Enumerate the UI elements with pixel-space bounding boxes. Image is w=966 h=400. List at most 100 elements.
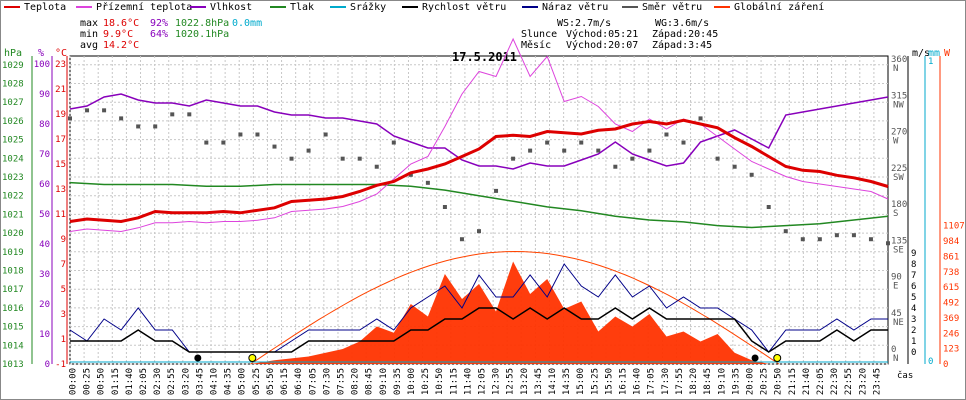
tick-hum: 20 bbox=[39, 300, 50, 310]
tick-x: 21:40 bbox=[802, 368, 812, 395]
tick-x: 11:15 bbox=[449, 368, 459, 395]
tick-x: 07:05 bbox=[308, 368, 318, 395]
tick-dir: 135 bbox=[891, 236, 907, 246]
tick-press: 1023 bbox=[2, 173, 24, 183]
series-humidity bbox=[69, 93, 889, 170]
tick-x: 15:25 bbox=[590, 368, 600, 395]
sun-label: Slunce bbox=[521, 29, 557, 40]
tick-dir: 180 bbox=[891, 200, 907, 210]
tick-x: 12:30 bbox=[492, 368, 502, 395]
tick-wind: 3 bbox=[911, 315, 916, 325]
tick-x: 05:50 bbox=[266, 368, 276, 395]
series-temperature bbox=[69, 118, 889, 224]
tick-x: 06:15 bbox=[280, 368, 290, 395]
point-wind-direction bbox=[306, 148, 311, 153]
tick-x: 09:35 bbox=[393, 368, 403, 395]
tick-hum: 10 bbox=[39, 330, 50, 340]
tick-dir-label: E bbox=[893, 282, 898, 292]
tick-press: 1017 bbox=[2, 285, 24, 295]
tick-dir: 315 bbox=[891, 91, 907, 101]
series-radiation bbox=[250, 261, 769, 364]
axis-unit-hum: % bbox=[38, 48, 44, 59]
tick-x: 02:30 bbox=[153, 368, 163, 395]
legend-label: Náraz větru bbox=[542, 1, 608, 13]
tick-press: 1024 bbox=[2, 154, 24, 164]
tick-rad: 492 bbox=[943, 299, 959, 309]
point-wind-direction bbox=[511, 156, 516, 161]
point-wind-direction bbox=[613, 164, 618, 169]
wind-wg: WG:3.6m/s bbox=[655, 18, 709, 29]
tick-x: 06:40 bbox=[294, 368, 304, 395]
point-wind-direction bbox=[340, 156, 345, 161]
tick-press: 1021 bbox=[2, 210, 24, 220]
point-wind-direction bbox=[289, 156, 294, 161]
tick-temp: -1 bbox=[55, 360, 66, 370]
moon-rise: Východ:20:07 bbox=[566, 39, 638, 51]
moonrise-marker bbox=[751, 354, 759, 362]
tick-x: 13:45 bbox=[534, 368, 544, 395]
stats-min-label: min bbox=[80, 29, 98, 40]
point-wind-direction bbox=[425, 180, 430, 185]
tick-x: 14:10 bbox=[548, 368, 558, 395]
point-wind-direction bbox=[681, 140, 686, 145]
tick-press: 1014 bbox=[2, 341, 24, 351]
tick-x: 21:15 bbox=[788, 368, 798, 395]
tick-dir-label: SE bbox=[893, 245, 904, 255]
tick-dir: 90 bbox=[891, 273, 902, 283]
point-wind-direction bbox=[102, 108, 107, 113]
tick-x: 18:45 bbox=[703, 368, 713, 395]
point-wind-direction bbox=[596, 148, 601, 153]
tick-hum: 100 bbox=[34, 60, 50, 70]
tick-press: 1013 bbox=[2, 360, 24, 370]
tick-temp: 3 bbox=[61, 310, 66, 320]
point-wind-direction bbox=[119, 116, 124, 121]
tick-dir: 0 bbox=[891, 345, 896, 355]
point-wind-direction bbox=[238, 132, 243, 137]
tick-temp: 1 bbox=[61, 335, 66, 345]
tick-x: 22:55 bbox=[844, 368, 854, 395]
tick-x: 01:40 bbox=[125, 368, 135, 395]
moon-label: Měsíc bbox=[521, 39, 551, 51]
tick-x: 16:40 bbox=[633, 368, 643, 395]
tick-wind: 2 bbox=[911, 326, 916, 336]
tick-wind: 4 bbox=[911, 304, 916, 314]
tick-press: 1015 bbox=[2, 323, 24, 333]
tick-temp: 7 bbox=[61, 260, 66, 270]
tick-x: 19:35 bbox=[731, 368, 741, 395]
tick-temp: 5 bbox=[61, 285, 66, 295]
point-wind-direction bbox=[749, 172, 754, 177]
tick-x: 02:55 bbox=[167, 368, 177, 395]
tick-x: 20:25 bbox=[760, 368, 770, 395]
tick-x: 03:45 bbox=[195, 368, 205, 395]
tick-x: 15:50 bbox=[604, 368, 614, 395]
point-wind-direction bbox=[630, 156, 635, 161]
axis-unit-press: hPa bbox=[4, 48, 22, 59]
tick-dir-label: S bbox=[893, 209, 898, 219]
stats-min-press: 1020.1hPa bbox=[175, 29, 229, 40]
stats-max-temp: 18.6°C bbox=[103, 18, 139, 29]
tick-x: 20:50 bbox=[774, 368, 784, 395]
tick-hum: 40 bbox=[39, 240, 50, 250]
tick-x: 12:05 bbox=[478, 368, 488, 395]
tick-hum: 90 bbox=[39, 90, 50, 100]
tick-temp: 9 bbox=[61, 235, 66, 245]
tick-x: 10:25 bbox=[421, 368, 431, 395]
point-wind-direction bbox=[698, 116, 703, 121]
tick-hum: 70 bbox=[39, 150, 50, 160]
tick-x: 14:35 bbox=[562, 368, 572, 395]
tick-dir: 360 bbox=[891, 55, 907, 65]
stats-min-temp: 9.9°C bbox=[103, 29, 133, 40]
stats-avg-temp: 14.2°C bbox=[103, 40, 139, 51]
point-wind-direction bbox=[374, 164, 379, 169]
tick-press: 1019 bbox=[2, 248, 24, 258]
point-wind-direction bbox=[868, 237, 873, 242]
tick-hum: 60 bbox=[39, 180, 50, 190]
tick-x: 04:35 bbox=[224, 368, 234, 395]
point-wind-direction bbox=[323, 132, 328, 137]
point-wind-direction bbox=[68, 116, 72, 121]
axis-unit-temp: °C bbox=[55, 48, 67, 59]
tick-temp: 13 bbox=[55, 185, 66, 195]
tick-x: 00:50 bbox=[97, 368, 107, 395]
tick-dir-label: SW bbox=[893, 173, 904, 183]
